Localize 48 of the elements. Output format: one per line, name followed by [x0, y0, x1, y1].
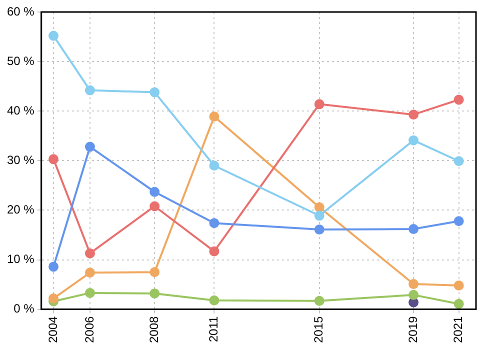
- point: [408, 290, 419, 300]
- point: [314, 210, 324, 221]
- x-tick-label: 2015: [312, 316, 326, 344]
- point: [84, 288, 95, 298]
- y-tick-label: 60 %: [6, 4, 35, 18]
- point: [408, 110, 419, 120]
- point: [84, 248, 95, 258]
- y-tick-label: 30 %: [6, 152, 35, 167]
- point: [150, 267, 160, 278]
- point: [84, 85, 95, 96]
- point: [408, 279, 419, 290]
- point: [150, 201, 160, 212]
- y-tick-label: 50 %: [6, 54, 35, 68]
- point: [150, 87, 160, 98]
- point: [314, 296, 324, 306]
- x-tick-label: 2021: [451, 316, 466, 344]
- point: [209, 160, 220, 171]
- x-tick-label: 2011: [206, 316, 221, 342]
- point: [314, 99, 324, 110]
- y-tick-label: 40 %: [6, 103, 35, 118]
- x-tick-label: 2008: [146, 316, 161, 344]
- point: [314, 224, 324, 235]
- point: [209, 218, 220, 228]
- x-tick-label: 2004: [46, 316, 60, 344]
- point: [314, 202, 324, 212]
- point: [209, 295, 220, 306]
- point: [48, 293, 59, 304]
- point: [48, 262, 59, 272]
- y-tick-label: 10 %: [6, 252, 35, 266]
- point: [150, 186, 160, 197]
- x-tick-label: 2006: [82, 316, 96, 344]
- y-tick-label: 0 %: [14, 302, 35, 316]
- point: [84, 268, 95, 278]
- point: [454, 94, 464, 105]
- x-tick-label: 2019: [406, 316, 420, 344]
- point: [84, 142, 95, 152]
- point: [150, 288, 160, 298]
- point: [454, 156, 464, 166]
- point: [408, 224, 419, 234]
- point: [454, 216, 464, 226]
- point: [454, 298, 464, 309]
- point: [209, 112, 220, 122]
- point: [454, 280, 464, 291]
- point: [48, 30, 59, 41]
- point: [408, 135, 419, 146]
- point: [48, 154, 59, 164]
- point: [209, 246, 220, 256]
- y-tick-label: 20 %: [6, 202, 35, 217]
